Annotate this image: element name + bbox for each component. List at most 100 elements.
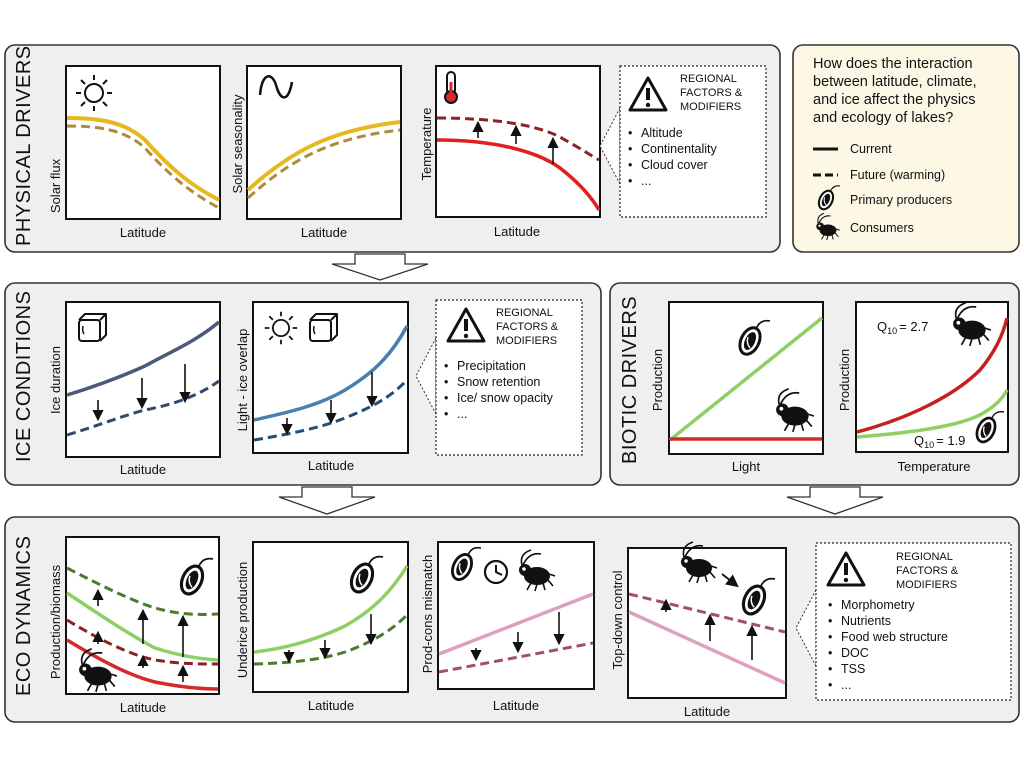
list-item: • DOC [828,646,869,660]
open-arrow-left-icon [795,589,817,667]
production-biomass-xlabel: Latitude [120,700,166,715]
regional-factors-physical: REGIONAL FACTORS & MODIFIERS • Altitude •… [599,65,767,218]
svg-text:•: • [444,391,448,405]
solar-seasonality-ylabel: Solar seasonality [230,94,245,193]
regional-title: FACTORS & [496,321,559,333]
list-item: • Snow retention [444,375,540,389]
list-item: •... [628,174,651,188]
regional-title: FACTORS & [896,565,959,577]
regional-title: MODIFIERS [896,579,957,591]
eco-dynamics-section: ECO DYNAMICS Production/biomass Latitude [4,516,1020,723]
ice-duration-ylabel: Ice duration [48,346,63,414]
list-item: • Precipitation [444,359,526,373]
legend-producers-label: Primary producers [850,193,952,207]
production-temperature-xlabel: Temperature [898,459,971,474]
temperature-ylabel: Temperature [419,108,434,181]
svg-text:Food web structure: Food web structure [841,630,948,644]
regional-title: REGIONAL [896,551,953,563]
flow-arrow-down-icon [331,253,429,281]
producer-temperature-curve [856,389,1009,439]
svg-text:•: • [628,126,632,140]
legend-box: How does the interaction between latitud… [792,44,1020,253]
topdown-ylabel: Top-down control [610,570,625,669]
legend-question: How does the interaction [813,56,973,72]
regional-title: MODIFIERS [496,335,557,347]
panel-solar-flux: Solar flux Latitude [48,65,221,240]
svg-text:•: • [828,678,832,692]
regional-title: MODIFIERS [680,101,741,113]
svg-text:Continentality: Continentality [641,142,717,156]
future-topdown-line [628,592,786,634]
svg-text:•: • [828,630,832,644]
current-consumer-line [66,638,219,691]
svg-text:•: • [628,174,632,188]
list-item: • Altitude [628,126,683,140]
flow-arrow-down-icon [786,486,884,515]
panel-ice-duration: Ice duration Latitude [48,301,221,477]
svg-text:Cloud cover: Cloud cover [641,158,708,172]
production-light-ylabel: Production [650,349,665,411]
future-seasonality-line [246,128,401,200]
flow-arrow-down-icon [278,486,376,515]
production-temperature-ylabel: Production [837,349,852,411]
temperature-xlabel: Latitude [494,224,540,239]
list-item: • Food web structure [828,630,948,644]
svg-text:...: ... [841,678,851,692]
panel-light-ice-overlap: Light - ice overlap Latitude [235,301,409,473]
panel-prod-cons-mismatch: Prod-cons mismatch Latitude [420,541,595,713]
production-biomass-ylabel: Production/biomass [48,564,63,679]
section-title-biotic: BIOTIC DRIVERS [619,296,641,464]
production-light-xlabel: Light [732,459,761,474]
current-underice-line [253,565,409,654]
regional-factors-ice: REGIONAL FACTORS & MODIFIERS • Precipitat… [415,299,583,456]
svg-text:...: ... [641,174,651,188]
svg-text:Snow retention: Snow retention [457,375,540,389]
legend-consumers-label: Consumers [850,221,914,235]
list-item: •... [828,678,851,692]
svg-text:•: • [444,375,448,389]
light-ice-overlap-xlabel: Latitude [308,458,354,473]
svg-text:Morphometry: Morphometry [841,598,915,612]
svg-text:•: • [828,614,832,628]
regional-factors-eco: REGIONAL FACTORS & MODIFIERS • Morphometr… [795,542,1012,701]
open-arrow-left-icon [415,337,437,415]
q10-producers-label: Q10 = 1.9 [914,433,965,450]
legend-question: and ice affect the physics [813,92,976,108]
ice-duration-xlabel: Latitude [120,462,166,477]
solar-seasonality-xlabel: Latitude [301,225,347,240]
list-item: • TSS [828,662,865,676]
future-underice-line [253,613,409,666]
topdown-xlabel: Latitude [684,704,730,719]
physical-drivers-section: PHYSICAL DRIVERS Solar flux Latitude Sol… [4,44,781,253]
current-solar-flux-line [66,116,220,202]
legend-question: between latitude, climate, [813,74,977,90]
sine-wave-icon [258,75,294,99]
svg-text:•: • [628,142,632,156]
list-item: • Continentality [628,142,717,156]
section-title-ice: ICE CONDITIONS [13,291,35,462]
list-item: • Cloud cover [628,158,708,172]
underice-ylabel: Underice production [235,562,250,678]
ice-conditions-section: ICE CONDITIONS Ice duration Latitude [4,282,602,486]
current-topdown-line [628,610,786,685]
list-item: • Morphometry [828,598,915,612]
list-item: • Nutrients [828,614,891,628]
biotic-drivers-section: BIOTIC DRIVERS Production Light Q10 = 2.7… [609,282,1020,486]
current-ice-duration-line [66,320,221,397]
panel-temperature: Temperature Latitude [419,65,601,239]
current-mismatch-line [438,592,594,656]
solar-flux-xlabel: Latitude [120,225,166,240]
solar-flux-ylabel: Solar flux [48,158,63,213]
svg-text:...: ... [457,407,467,421]
future-temperature-line [436,116,600,162]
svg-text:•: • [444,407,448,421]
svg-text:DOC: DOC [841,646,869,660]
panel-top-down-control: Top-down control Latitude [610,541,787,719]
light-ice-overlap-ylabel: Light - ice overlap [235,329,250,432]
section-title-physical: PHYSICAL DRIVERS [13,45,35,246]
mismatch-ylabel: Prod-cons mismatch [420,555,435,673]
current-seasonality-line [246,120,401,192]
predation-arrow [721,573,739,588]
producer-light-line [668,316,824,442]
